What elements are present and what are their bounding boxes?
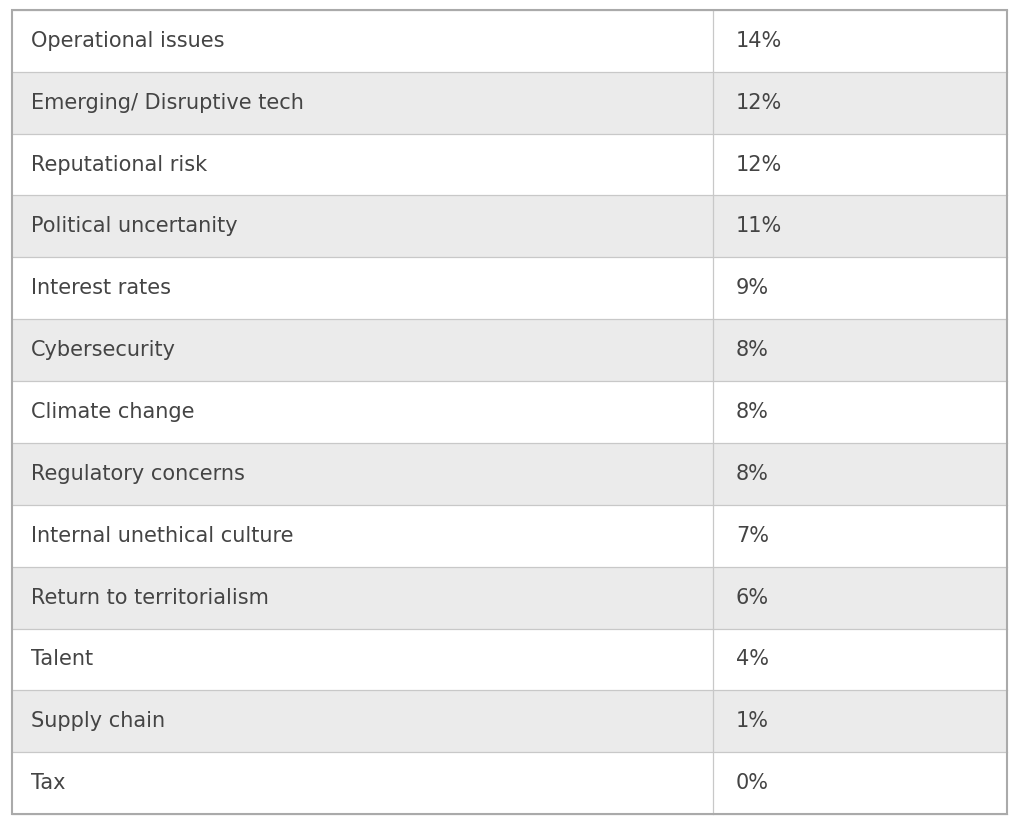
Text: 4%: 4% <box>736 649 768 669</box>
Text: Tax: Tax <box>31 773 65 794</box>
Text: 6%: 6% <box>736 588 769 607</box>
Text: 7%: 7% <box>736 526 768 545</box>
Bar <box>713 381 1007 443</box>
Text: Emerging/ Disruptive tech: Emerging/ Disruptive tech <box>31 92 304 113</box>
Text: Internal unethical culture: Internal unethical culture <box>31 526 293 545</box>
Text: Political uncertanity: Political uncertanity <box>31 217 237 236</box>
Bar <box>12 443 713 505</box>
Bar <box>713 567 1007 629</box>
Text: 14%: 14% <box>736 30 782 51</box>
Bar <box>713 195 1007 257</box>
Bar <box>12 319 713 381</box>
Text: 8%: 8% <box>736 402 768 422</box>
Bar <box>12 72 713 133</box>
Text: Cybersecurity: Cybersecurity <box>31 340 175 360</box>
Bar <box>713 752 1007 814</box>
Bar <box>12 257 713 319</box>
Text: Interest rates: Interest rates <box>31 279 170 298</box>
Bar <box>12 752 713 814</box>
Bar <box>12 505 713 567</box>
Text: 1%: 1% <box>736 711 768 732</box>
Text: 9%: 9% <box>736 279 769 298</box>
Bar <box>12 195 713 257</box>
Text: Supply chain: Supply chain <box>31 711 165 732</box>
Bar <box>12 629 713 691</box>
Bar <box>713 133 1007 195</box>
Bar <box>12 567 713 629</box>
Text: Regulatory concerns: Regulatory concerns <box>31 464 245 484</box>
Text: 12%: 12% <box>736 155 782 175</box>
Text: 8%: 8% <box>736 340 768 360</box>
Bar <box>12 133 713 195</box>
Text: 8%: 8% <box>736 464 768 484</box>
Bar <box>713 629 1007 691</box>
Text: Talent: Talent <box>31 649 93 669</box>
Text: Reputational risk: Reputational risk <box>31 155 207 175</box>
Text: 0%: 0% <box>736 773 768 794</box>
Text: Operational issues: Operational issues <box>31 30 224 51</box>
Text: 11%: 11% <box>736 217 782 236</box>
Bar <box>713 505 1007 567</box>
Text: 12%: 12% <box>736 92 782 113</box>
Bar <box>713 443 1007 505</box>
Bar <box>713 10 1007 72</box>
Bar <box>12 10 713 72</box>
Bar <box>12 381 713 443</box>
Bar <box>12 691 713 752</box>
Bar <box>713 691 1007 752</box>
Text: Return to territorialism: Return to territorialism <box>31 588 268 607</box>
Bar <box>713 319 1007 381</box>
Bar <box>713 72 1007 133</box>
Bar <box>713 257 1007 319</box>
Text: Climate change: Climate change <box>31 402 194 422</box>
